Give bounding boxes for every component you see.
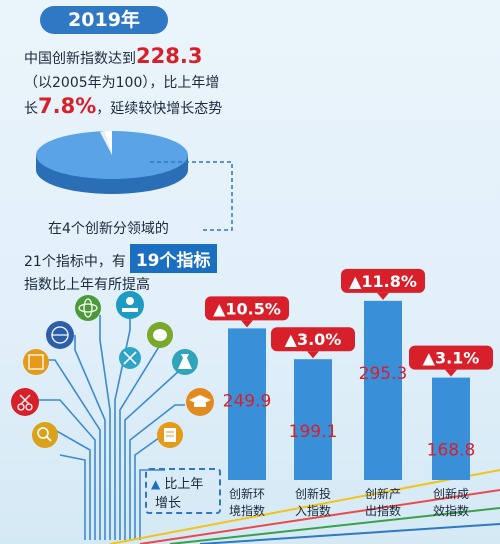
globe-icon [46, 321, 74, 349]
growth-badge-label-1: ▲10.5% [213, 299, 281, 318]
growth-badge-label-2: ▲3.0% [285, 330, 342, 349]
category-label-2-2: 入指数 [295, 503, 331, 518]
growth-badge-1 [205, 296, 289, 321]
headline-line-2: （以2005年为100），比上年增 [24, 75, 220, 91]
pie-connector [150, 161, 233, 231]
headline-index-value: 228.3 [136, 44, 203, 68]
subtext-line-3: 指数比上年有所提高 [24, 277, 150, 293]
subtext-line-1: 在4个创新分领域的 [48, 221, 169, 237]
graduation-cap-icon [186, 388, 214, 416]
growth-badge-3 [341, 268, 425, 293]
subtext-highlight: 19个指标 [129, 244, 217, 273]
flask-icon [172, 349, 198, 375]
apple-book-icon [116, 291, 144, 319]
bar-2 [294, 359, 332, 480]
bar-value-label-4: 168.8 [427, 441, 476, 461]
headline-text: 中国创新指数达到 [24, 51, 136, 67]
year-badge: 2019年 [40, 6, 168, 34]
growth-badge-2 [271, 327, 355, 352]
headline-line-1: 中国创新指数达到228.3 [24, 44, 202, 68]
bar-value-label-1: 249.9 [223, 391, 272, 411]
bar-value-label-3: 295.3 [359, 364, 408, 384]
headline-growth-value: 7.8% [38, 94, 97, 118]
bar-4 [432, 377, 470, 480]
category-label-2-1: 创新投 [295, 486, 331, 501]
category-label-1-1: 创新环 [229, 486, 265, 501]
scissors-icon [11, 388, 39, 416]
growth-badge-pointer-4 [445, 369, 457, 377]
headline-text: 长 [24, 101, 38, 117]
tools-icon [119, 347, 141, 369]
pie-chart [36, 130, 188, 194]
palette-icon [147, 322, 173, 348]
category-label-4-2: 效指数 [433, 503, 469, 518]
document-icon [157, 422, 183, 448]
category-label-3-1: 创新产 [365, 486, 401, 501]
category-label-4-1: 创新成 [433, 486, 469, 501]
floor-lines [109, 469, 500, 544]
atom-icon [75, 295, 101, 321]
legend-text-2: 增长 [155, 496, 182, 511]
legend-box: ▲ 比上年 增长 [145, 468, 221, 514]
growth-badge-pointer-2 [307, 351, 319, 359]
bar-3 [364, 300, 402, 480]
headline-text: ，延续较快增长态势 [96, 101, 223, 117]
subtext-line-2: 21个指标中，有 19个指标 [24, 244, 217, 273]
growth-badge-pointer-3 [377, 292, 389, 300]
growth-badge-label-4: ▲3.1% [423, 349, 480, 368]
abacus-icon [23, 349, 49, 375]
legend-text-1: 比上年 [164, 477, 204, 492]
magnifier-icon [32, 422, 58, 448]
legend-triangle: ▲ [151, 477, 161, 491]
growth-badge-pointer-1 [241, 320, 253, 328]
headline-line-3: 长7.8%，延续较快增长态势 [24, 94, 222, 118]
growth-badge-label-3: ▲11.8% [349, 272, 417, 291]
bar-value-label-2: 199.1 [289, 422, 338, 442]
bar-1 [228, 328, 266, 480]
growth-badge-4 [409, 345, 493, 370]
category-label-3-2: 出指数 [365, 503, 401, 518]
subtext-text: 21个指标中，有 [24, 254, 126, 270]
category-label-1-2: 境指数 [229, 503, 265, 518]
